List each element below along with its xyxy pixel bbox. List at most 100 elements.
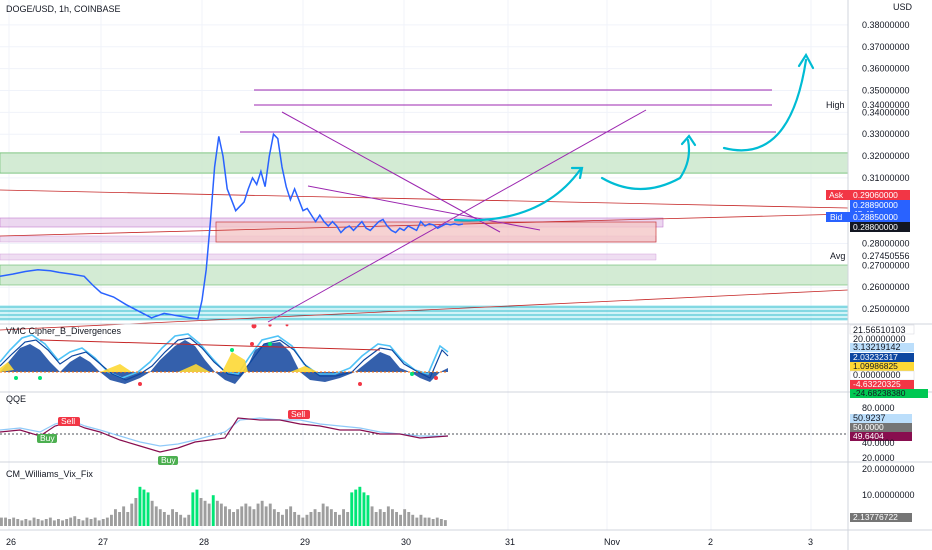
vix-bar bbox=[89, 519, 93, 526]
projection-arrow-3[interactable] bbox=[722, 58, 808, 152]
qqe-buy-label-2: Buy bbox=[161, 455, 176, 465]
vix-bar bbox=[36, 519, 40, 526]
vmc-value-1: 21.56510103 bbox=[853, 325, 906, 335]
vix-bar bbox=[179, 514, 183, 526]
vix-bar bbox=[61, 520, 64, 526]
vix-bar bbox=[366, 495, 370, 526]
vix-bar bbox=[236, 509, 240, 526]
ask-label: Ask bbox=[829, 190, 844, 200]
red-trendline-upper[interactable] bbox=[0, 189, 849, 209]
time-tick-label: 29 bbox=[300, 537, 310, 547]
vix-bar bbox=[301, 517, 305, 526]
vix-bar bbox=[110, 514, 113, 526]
vmc-pane[interactable]: VMC Cipher_B_Divergences bbox=[0, 326, 449, 386]
vix-bar bbox=[419, 514, 423, 526]
avg-value: 0.27450556 bbox=[862, 251, 910, 261]
vix-bar bbox=[399, 514, 402, 526]
vix-bar bbox=[252, 509, 256, 526]
vmc-dots bbox=[14, 342, 438, 386]
vix-bar bbox=[118, 512, 121, 526]
vix-bar bbox=[435, 517, 439, 526]
vix-bar bbox=[73, 516, 77, 526]
descending-line-2[interactable] bbox=[307, 185, 541, 231]
price-tick-label: 0.35000000 bbox=[862, 86, 910, 96]
vmc-axis-values: 21.56510103 20.00000000 3.13219142 2.032… bbox=[849, 324, 928, 398]
vix-bar bbox=[142, 489, 146, 526]
projection-arrow-1[interactable] bbox=[453, 168, 582, 222]
vix-bar bbox=[219, 503, 223, 526]
vmc-wave-lightblue bbox=[0, 333, 449, 379]
vix-bar bbox=[431, 519, 435, 526]
time-tick-label: 2 bbox=[708, 537, 713, 547]
qqe-value-3: 49.6404 bbox=[853, 431, 884, 441]
price-tick-label: 0.27000000 bbox=[862, 260, 910, 270]
vix-bar bbox=[24, 519, 28, 526]
vix-bar bbox=[248, 506, 252, 526]
price-axis[interactable]: USD 0.38000000 0.37000000 0.36000000 0.3500… bbox=[826, 2, 913, 314]
vmc-value-4: 2.03232317 bbox=[853, 352, 898, 362]
vix-bar bbox=[354, 489, 358, 526]
vix-bar bbox=[16, 519, 20, 526]
projection-arrow-2[interactable] bbox=[600, 138, 691, 191]
vix-bar bbox=[232, 512, 235, 526]
projection-arrow-1-head[interactable] bbox=[570, 166, 584, 180]
vix-bar bbox=[69, 517, 73, 526]
vix-bar bbox=[268, 503, 272, 526]
time-axis[interactable]: 26 27 28 29 30 31 Nov 2 3 bbox=[6, 537, 813, 547]
projection-arrows[interactable] bbox=[453, 52, 815, 222]
vix-bar bbox=[126, 512, 130, 526]
vix-bar bbox=[175, 512, 178, 526]
symbol-title: DOGE/USD, 1h, COINBASE bbox=[6, 4, 121, 14]
vix-bar bbox=[244, 503, 248, 526]
vix-bar bbox=[272, 509, 276, 526]
vmc-wave-darkblue bbox=[0, 337, 449, 381]
bid-tag bbox=[826, 212, 850, 222]
vix-pane[interactable]: CM_Williams_Vix_Fix bbox=[0, 469, 447, 526]
vix-bar bbox=[199, 498, 203, 526]
qqe-tick-20: 20.0000 bbox=[862, 453, 895, 463]
vix-bar bbox=[154, 506, 158, 526]
last-value: 0.28890000 bbox=[853, 200, 898, 210]
vix-bar bbox=[191, 492, 195, 526]
price-tick-label: 0.25000000 bbox=[862, 304, 910, 314]
ascending-line[interactable] bbox=[267, 109, 647, 323]
vix-bar bbox=[12, 517, 16, 526]
time-tick-label: 28 bbox=[199, 537, 209, 547]
green-zone-upper bbox=[0, 152, 848, 174]
vix-bar bbox=[297, 514, 301, 526]
price-series-line[interactable] bbox=[0, 132, 464, 320]
vix-bar bbox=[57, 519, 60, 526]
trend-lines[interactable] bbox=[0, 89, 849, 331]
red-trendline-lower[interactable] bbox=[0, 289, 849, 331]
qqe-pane[interactable]: Sell Sell Buy Buy QQE bbox=[0, 394, 848, 465]
price-tick-label: 0.37000000 bbox=[862, 42, 910, 52]
projection-arrow-3-head[interactable] bbox=[797, 52, 815, 70]
vix-bar bbox=[138, 486, 142, 526]
vix-bar bbox=[77, 519, 81, 526]
vix-bar bbox=[317, 512, 321, 526]
vix-bar bbox=[329, 509, 333, 526]
vix-bar bbox=[264, 506, 268, 526]
time-tick-label: 30 bbox=[401, 537, 411, 547]
vix-bar bbox=[122, 506, 126, 526]
vix-bar bbox=[403, 509, 407, 526]
vix-bar bbox=[423, 517, 427, 526]
projection-arrow-2-head[interactable] bbox=[680, 134, 697, 147]
vmc-value-2: 20.00000000 bbox=[853, 334, 906, 344]
vix-bar bbox=[382, 512, 386, 526]
vix-bar bbox=[65, 519, 69, 526]
vmc-value-7: -4.63220325 bbox=[853, 379, 901, 389]
signal-dot bbox=[251, 323, 257, 329]
qqe-buy-badge-2 bbox=[158, 456, 178, 465]
vix-bar bbox=[391, 509, 394, 526]
vix-bar bbox=[443, 520, 447, 526]
time-tick-label: 26 bbox=[6, 537, 16, 547]
vix-bar bbox=[362, 492, 366, 526]
vix-bar bbox=[44, 519, 48, 526]
vix-bar bbox=[321, 503, 325, 526]
vix-bar bbox=[411, 514, 415, 526]
vix-bar bbox=[203, 500, 207, 526]
ask-value: 0.29060000 bbox=[853, 190, 898, 200]
vix-bar bbox=[48, 517, 52, 526]
